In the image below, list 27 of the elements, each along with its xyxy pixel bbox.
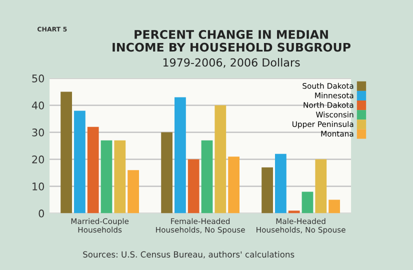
bar <box>114 140 126 214</box>
bar <box>315 159 327 214</box>
chart-subtitle: 1979-2006, 2006 Dollars <box>163 58 300 68</box>
bar <box>328 200 340 214</box>
chart-title: PERCENT CHANGE IN MEDIAN INCOME BY HOUSEHOLD SUBGROUP <box>112 30 351 52</box>
y-tick-label: 50 <box>32 74 44 82</box>
bar <box>174 97 186 214</box>
bar <box>188 159 200 214</box>
bar <box>100 140 112 214</box>
bar <box>74 110 86 214</box>
bar <box>201 140 213 214</box>
bar <box>128 170 139 214</box>
y-tick-label: 40 <box>32 102 44 110</box>
bar <box>275 154 286 214</box>
bar <box>214 105 226 214</box>
bar <box>288 210 300 214</box>
bar <box>87 126 99 214</box>
bar <box>228 156 240 214</box>
bar <box>161 132 172 214</box>
y-tick-label: 30 <box>32 128 44 136</box>
bar <box>302 192 314 214</box>
bar <box>60 92 72 214</box>
source-note: Sources: U.S. Census Bureau, authors' calculations <box>83 251 294 258</box>
y-tick-label: 20 <box>32 156 44 164</box>
y-tick-label: 10 <box>32 182 44 190</box>
bar <box>262 167 273 214</box>
y-tick-label: 0 <box>38 210 44 218</box>
